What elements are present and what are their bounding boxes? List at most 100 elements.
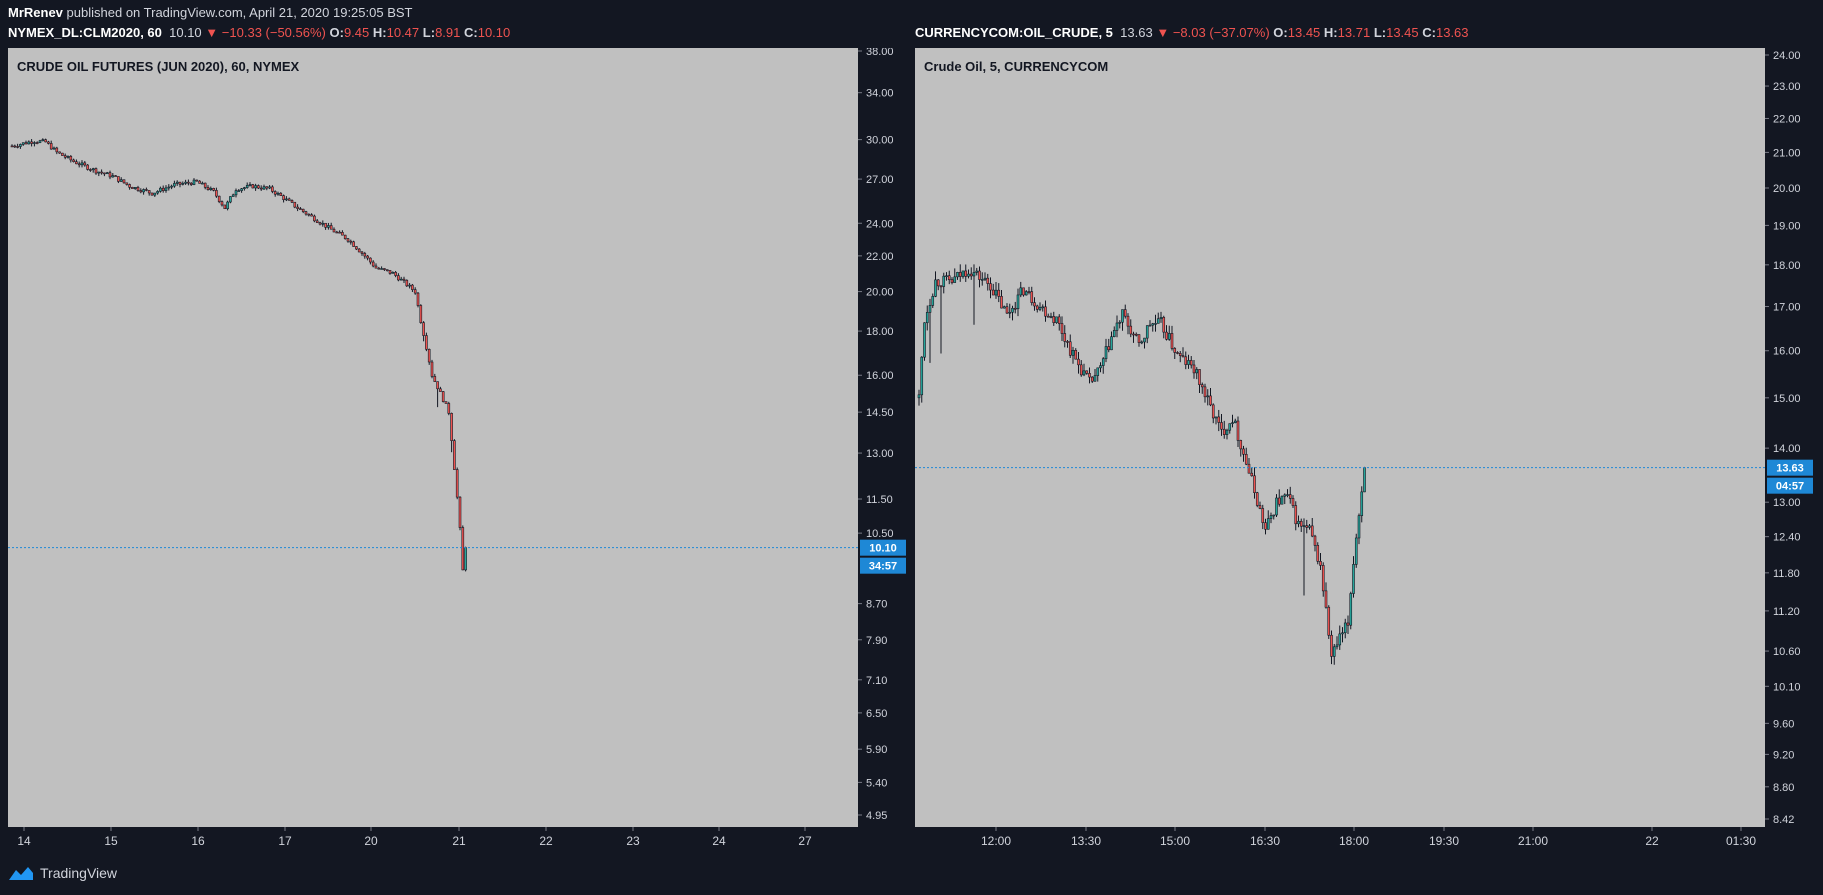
candle-body [1005,306,1009,314]
candle-body [1033,302,1036,307]
last-price-tag-label: 13.63 [1776,463,1804,475]
candle-body [237,190,241,192]
candle-body [931,296,935,306]
candle-body [173,183,176,187]
price-tick-label: 9.60 [1773,718,1794,730]
candle-body [189,182,193,185]
candle-body [1121,309,1124,323]
candle-body [1308,525,1311,528]
left-price-axis[interactable]: 38.00 34.00 30.00 27.00 24.00 22.00 20.00 18.00… [858,46,908,854]
candle-body [1030,291,1034,303]
candle-body [950,279,954,283]
left-symbol[interactable]: NYMEX_DL:CLM2020, 60 [8,25,162,40]
candle-body [1088,373,1091,378]
candle-body [1198,369,1201,385]
candle-body [1077,358,1080,366]
candle-body [958,272,962,277]
candle-body [108,172,112,178]
footer-brand[interactable]: TradingView [8,864,117,882]
left-chart-panel[interactable]: CRUDE OIL FUTURES (JUN 2020), 60, NYMEX … [8,46,908,854]
candle-body [355,246,358,250]
candle-body [131,187,134,189]
candle-body [329,225,333,230]
candle-body [206,187,210,190]
candle-body [343,234,347,240]
left-high: 10.47 [386,25,420,40]
left-c-key: C: [464,25,478,40]
candle-body [1126,315,1130,327]
candle-body [1283,494,1287,497]
candle-body [1041,306,1045,309]
candle-body [425,335,428,350]
time-tick-label: 21 [452,834,466,848]
countdown-tag-label: 04:57 [1776,481,1804,493]
candle-body [245,185,249,188]
candle-body [1134,333,1138,336]
candle-body [1156,318,1160,324]
candle-body [335,231,339,234]
candle-body [201,182,204,185]
candle-body [934,279,937,297]
candle-body [77,163,81,166]
time-tick-label: 21:00 [1518,834,1548,848]
candle-body [299,208,302,210]
candle-body [1341,632,1344,635]
candle-body [147,190,151,194]
candle-body [349,240,353,243]
candle-body [1297,520,1300,525]
candle-body [1360,491,1364,516]
right-symbol[interactable]: CURRENCYCOM:OIL_CRUDE, 5 [915,25,1113,40]
candle-body [1148,324,1152,327]
price-tick-label: 16.00 [866,370,894,382]
candle-body [430,361,434,377]
candle-body [397,275,400,281]
price-tick-label: 22.00 [1773,113,1801,125]
candle-body [324,222,327,228]
candle-body [464,547,467,571]
price-tick-label: 21.00 [1773,147,1801,159]
candle-body [83,162,87,166]
left-time-axis[interactable]: 14 15 16 17 20 21 22 23 24 27 [8,827,858,854]
candle-body [1162,317,1166,333]
right-time-axis[interactable]: 12:00 13:30 15:00 16:30 18:00 19:30 21:00 22 01:… [915,827,1765,854]
candle-body [411,284,414,290]
candle-body [385,269,389,271]
candle-body [282,195,285,201]
right-chart-panel[interactable]: Crude Oil, 5, CURRENCYCOM 24.00 23.00 22.0… [915,48,1815,854]
right-price-axis[interactable]: 24.00 23.00 22.00 21.00 20.00 19.00 18.00 17.00… [1765,48,1815,854]
right-chart-title: Crude Oil, 5, CURRENCYCOM [924,59,1109,74]
candle-body [1011,307,1014,313]
candle-body [1250,472,1254,477]
left-low: 8.91 [435,25,461,40]
price-tick-label: 7.10 [866,675,887,687]
candle-body [1002,306,1006,309]
candle-body [427,348,431,363]
published-text: published on TradingView.com, April 21, … [66,5,413,20]
candle-body [296,206,299,209]
right-price-axis-svg: 24.00 23.00 22.00 21.00 20.00 19.00 18.00 17.00… [1765,50,1813,826]
tradingview-logo-icon [9,867,33,880]
candle-body [1137,334,1141,343]
price-tick-label: 10.50 [866,528,894,540]
candle-body [956,272,959,278]
time-tick-label: 23 [626,834,640,848]
candle-body [1008,311,1012,314]
candle-body [156,191,159,194]
price-tick-label: 14.50 [866,407,894,419]
right-time-axis-svg: 12:00 13:30 15:00 16:30 18:00 19:30 21:00 22 01:… [981,827,1756,848]
candle-body [991,289,995,296]
candle-body [1060,323,1064,334]
candle-body [341,232,344,236]
candle-body [285,198,288,201]
author-name[interactable]: MrRenev [8,5,63,20]
left-plot-area[interactable]: CRUDE OIL FUTURES (JUN 2020), 60, NYMEX [8,48,858,827]
candle-body [374,265,378,269]
candle-body [1203,386,1207,398]
candle-body [444,401,448,404]
candle-body [117,176,120,182]
candle-body [1228,423,1232,431]
right-plot-area[interactable]: Crude Oil, 5, CURRENCYCOM [915,48,1765,827]
candle-body [1110,336,1113,351]
price-tick-label: 27.00 [866,174,894,186]
price-tick-label: 24.00 [1773,50,1801,62]
